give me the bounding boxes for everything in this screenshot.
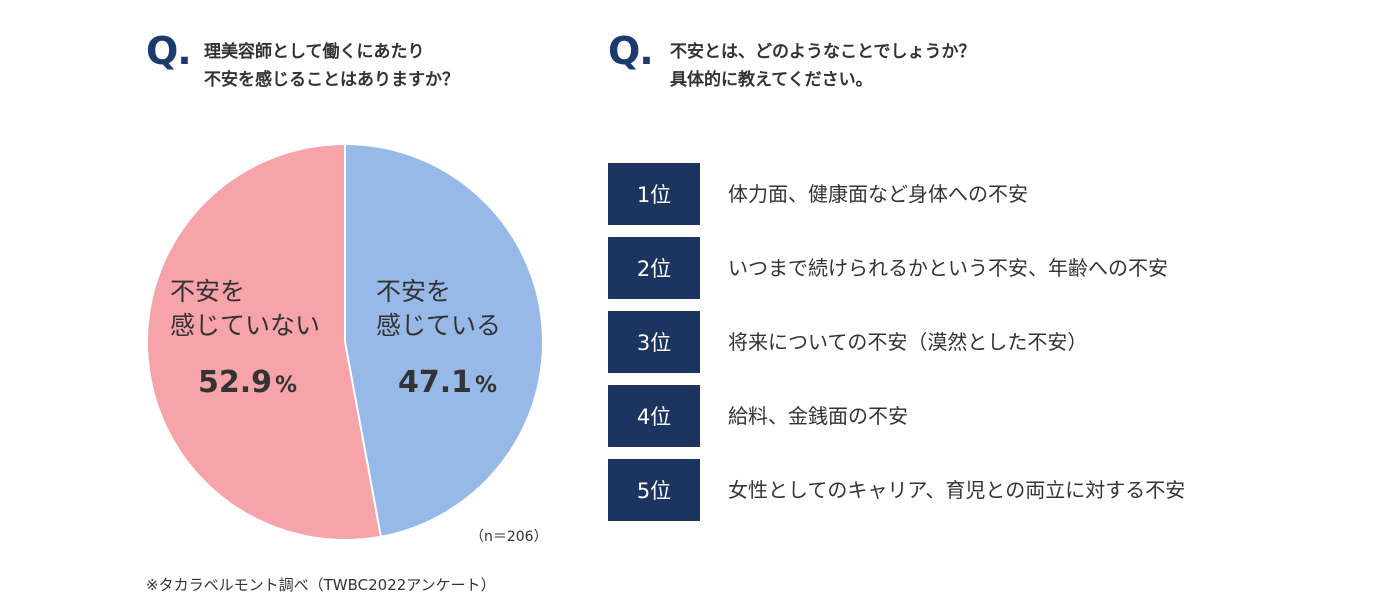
rank-badge: 2位 — [608, 237, 700, 299]
percent-unit: % — [475, 373, 497, 398]
question-2-line-1: 不安とは、どのようなことでしょうか？ — [670, 42, 976, 62]
rank-text: 給料、金銭面の不安 — [728, 404, 908, 428]
question-mark: Q. — [146, 29, 192, 73]
question-2-line-2: 具体的に教えてください。 — [670, 70, 873, 90]
ranking-row: 1位 体力面、健康面など身体への不安 — [608, 163, 1308, 225]
question-1-line-1: 理美容師として働くにあたり — [204, 42, 425, 62]
slice-label-line-1: 不安を — [170, 277, 245, 306]
question-1-line-2: 不安を感じることはありますか？ — [204, 70, 459, 90]
percent-unit: % — [275, 373, 297, 398]
ranking-row: 5位 女性としてのキャリア、育児との両立に対する不安 — [608, 459, 1308, 521]
rank-text: いつまで続けられるかという不安、年齢への不安 — [728, 256, 1168, 280]
rank-text: 将来についての不安（漠然とした不安） — [728, 330, 1088, 354]
ranking-row: 4位 給料、金銭面の不安 — [608, 385, 1308, 447]
question-2-text: 不安とは、どのようなことでしょうか？ 具体的に教えてください。 — [670, 38, 976, 94]
rank-badge: 5位 — [608, 459, 700, 521]
rank-badge: 1位 — [608, 163, 700, 225]
slice-label-line-1: 不安を — [376, 277, 451, 306]
ranking-row: 3位 将来についての不安（漠然とした不安） — [608, 311, 1308, 373]
pie-slice — [344, 142, 544, 538]
pie-slice — [146, 142, 383, 541]
ranking-row: 2位 いつまで続けられるかという不安、年齢への不安 — [608, 237, 1308, 299]
sample-size-note: （n＝206） — [470, 529, 548, 545]
slice-label-line-2: 感じている — [376, 311, 501, 340]
rank-text: 女性としてのキャリア、育児との両立に対する不安 — [728, 478, 1186, 502]
rank-badge: 3位 — [608, 311, 700, 373]
question-1-text: 理美容師として働くにあたり 不安を感じることはありますか？ — [204, 38, 459, 94]
rank-text: 体力面、健康面など身体への不安 — [728, 182, 1028, 206]
slice-label-line-2: 感じていない — [170, 311, 320, 340]
source-note: ※タカラベルモント調べ（TWBC2022アンケート） — [146, 576, 496, 594]
rank-badge: 4位 — [608, 385, 700, 447]
question-mark: Q. — [608, 29, 654, 73]
